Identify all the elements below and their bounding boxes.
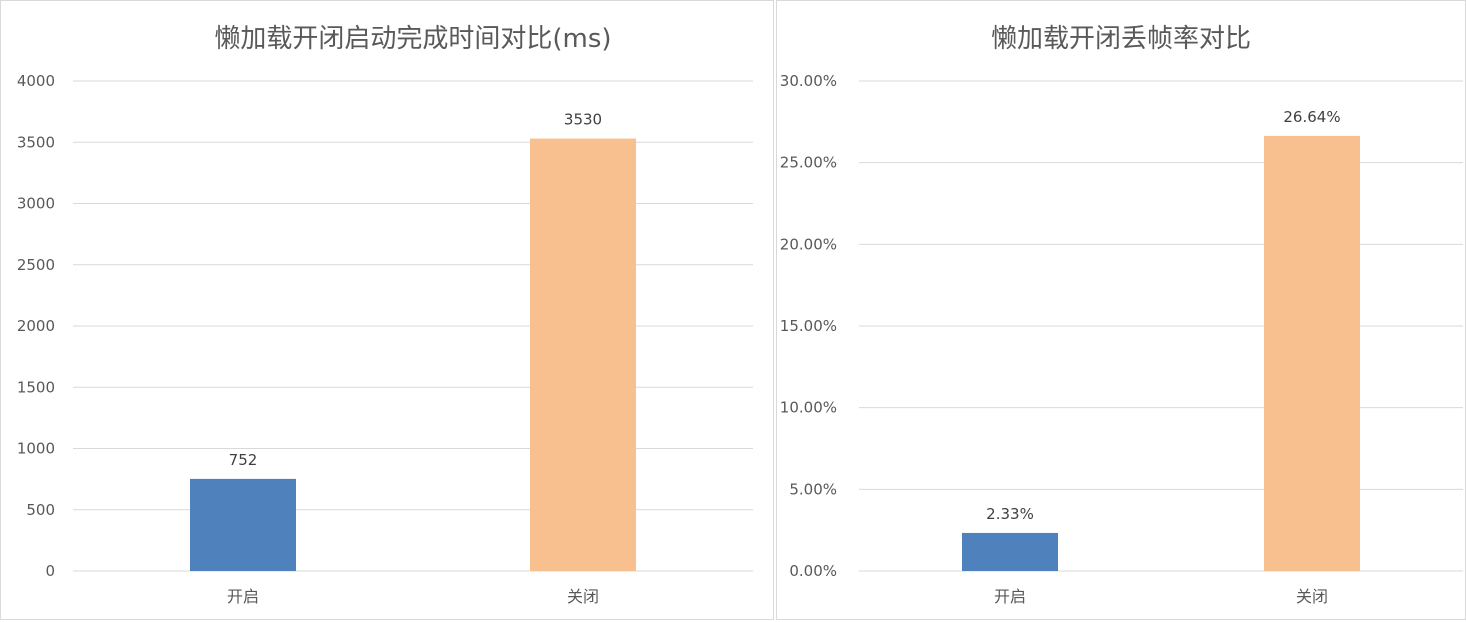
data-label: 2.33%: [986, 505, 1034, 523]
data-label: 26.64%: [1283, 108, 1340, 126]
y-tick-label: 2500: [17, 256, 55, 274]
chart-title: 懒加载开闭启动完成时间对比(ms): [214, 24, 611, 54]
data-label: 3530: [564, 111, 602, 129]
frame-drop-rate-chart: 懒加载开闭丢帧率对比 0.00% 5.00% 10.00% 15.00% 20.00% 2…: [780, 24, 1463, 606]
chart-panel-frame-drop-rate: 懒加载开闭丢帧率对比 0.00% 5.00% 10.00% 15.00% 20.00% 2…: [776, 0, 1466, 620]
y-tick-label: 4000: [17, 72, 55, 90]
y-tick-label: 25.00%: [780, 154, 837, 172]
y-tick-label: 30.00%: [780, 72, 837, 90]
y-tick-label: 10.00%: [780, 399, 837, 417]
chart-title: 懒加载开闭丢帧率对比: [991, 24, 1251, 54]
y-tick-label: 3500: [17, 133, 55, 151]
category-label: 开启: [994, 587, 1026, 606]
category-label: 开启: [227, 587, 259, 606]
y-tick-label: 15.00%: [780, 317, 837, 335]
y-tick-label: 0: [45, 562, 55, 580]
category-label: 关闭: [1296, 587, 1328, 606]
y-tick-label: 20.00%: [780, 235, 837, 253]
y-tick-label: 1500: [17, 378, 55, 396]
y-tick-label: 1000: [17, 440, 55, 458]
chart-panel-startup-time: 懒加载开闭启动完成时间对比(ms) 0 500 1000 1500 2000 2500 30…: [0, 0, 774, 620]
bar-disabled: [530, 138, 636, 571]
bar-enabled: [190, 478, 296, 571]
bar-disabled: [1264, 135, 1360, 571]
y-tick-label: 500: [26, 501, 55, 519]
y-tick-label: 2000: [17, 317, 55, 335]
y-tick-label: 5.00%: [789, 480, 837, 498]
category-label: 关闭: [567, 587, 599, 606]
data-label: 752: [229, 451, 258, 469]
startup-time-chart: 懒加载开闭启动完成时间对比(ms) 0 500 1000 1500 2000 2500 30…: [17, 24, 753, 606]
bar-enabled: [962, 532, 1058, 571]
y-tick-label: 3000: [17, 195, 55, 213]
y-tick-label: 0.00%: [789, 562, 837, 580]
